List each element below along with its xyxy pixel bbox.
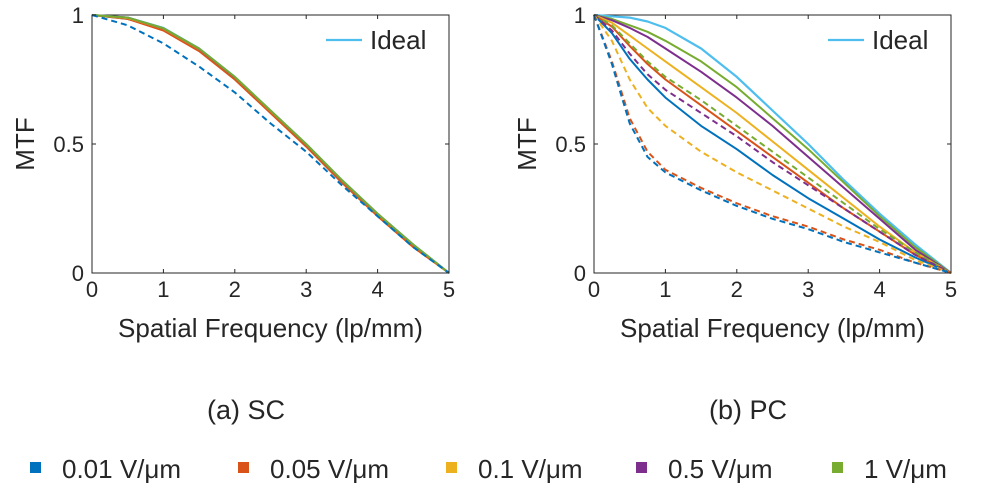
series-line-0_5-dashed bbox=[593, 14, 952, 274]
x-tick-label: 0 bbox=[86, 277, 98, 302]
caption-pc: (b) PC bbox=[709, 395, 787, 425]
panel-pc: 0 1 2 3 4 5 0 0.5 1 Spatial Frequency (lp/mm) MTF I… bbox=[512, 3, 957, 343]
panel-sc: 0 1 2 3 4 5 0 0.5 1 Spatial Frequency (lp/mm) MTF I… bbox=[10, 3, 455, 343]
y-tick-label: 0 bbox=[72, 261, 84, 286]
legend-swatch-0_1 bbox=[446, 462, 457, 473]
series-line-0_1-solid bbox=[593, 14, 952, 274]
legend-label-0_1: 0.1 V/μm bbox=[478, 454, 583, 484]
legend-label-0_05: 0.05 V/μm bbox=[270, 454, 389, 484]
x-tick-label: 5 bbox=[945, 277, 957, 302]
legend-swatch-0_01 bbox=[30, 462, 41, 473]
legend-swatch-0_5 bbox=[636, 462, 647, 473]
series-line-0_5-solid bbox=[593, 14, 952, 274]
legend-label-ideal: Ideal bbox=[872, 25, 928, 55]
series-line-0_01-dashed bbox=[91, 14, 450, 274]
legend-swatch-1 bbox=[832, 462, 843, 473]
x-tick-label: 2 bbox=[731, 277, 743, 302]
x-tick-label: 3 bbox=[300, 277, 312, 302]
series-line-0_1-dashed bbox=[593, 14, 952, 274]
y-tick-label: 1 bbox=[574, 3, 586, 28]
x-tick-label: 0 bbox=[588, 277, 600, 302]
series-line-0_01-solid bbox=[593, 14, 952, 274]
caption-sc: (a) SC bbox=[207, 395, 285, 425]
x-axis-title: Spatial Frequency (lp/mm) bbox=[118, 313, 423, 343]
series-line-1-solid bbox=[91, 14, 450, 274]
x-tick-label: 5 bbox=[443, 277, 455, 302]
y-tick-label: 1 bbox=[72, 3, 84, 28]
x-tick-label: 4 bbox=[371, 277, 383, 302]
series-line-0_05-dashed bbox=[593, 14, 952, 274]
y-axis-title: MTF bbox=[10, 117, 40, 170]
legend-label-ideal: Ideal bbox=[370, 25, 426, 55]
series-line-0_01-dashed bbox=[593, 14, 952, 274]
series-line-1-dashed bbox=[593, 14, 952, 274]
y-tick-label: 0 bbox=[574, 261, 586, 286]
x-axis-title: Spatial Frequency (lp/mm) bbox=[620, 313, 925, 343]
legend-label-1: 1 V/μm bbox=[864, 454, 947, 484]
x-tick-label: 4 bbox=[873, 277, 885, 302]
series-line-0_05-solid bbox=[91, 14, 450, 274]
x-tick-label: 2 bbox=[229, 277, 241, 302]
x-tick-label: 1 bbox=[659, 277, 671, 302]
y-tick-label: 0.5 bbox=[53, 132, 84, 157]
legend-swatch-0_05 bbox=[238, 462, 249, 473]
legend-label-0_01: 0.01 V/μm bbox=[62, 454, 181, 484]
x-tick-label: 3 bbox=[802, 277, 814, 302]
legend-label-0_5: 0.5 V/μm bbox=[668, 454, 773, 484]
series-line-1-solid bbox=[593, 14, 952, 274]
y-axis-title: MTF bbox=[512, 117, 542, 170]
series-line-ideal-solid bbox=[593, 13, 952, 274]
x-tick-label: 1 bbox=[157, 277, 169, 302]
y-tick-label: 0.5 bbox=[555, 132, 586, 157]
plot-area bbox=[91, 14, 450, 274]
bottom-legend: 0.01 V/μm 0.05 V/μm 0.1 V/μm 0.5 V/μm 1 V/μm bbox=[30, 454, 947, 484]
